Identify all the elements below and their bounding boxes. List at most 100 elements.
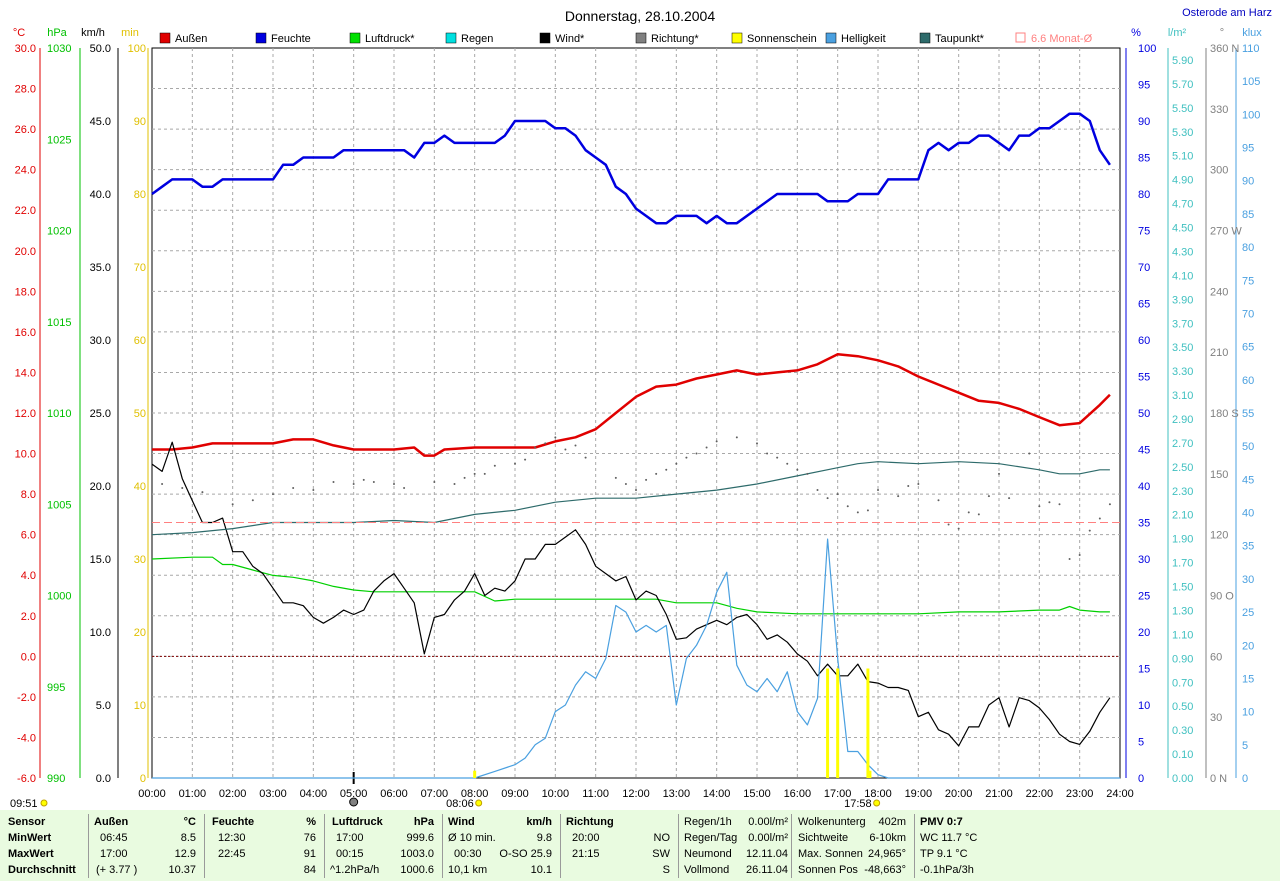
stats-feuchte-min: 76 bbox=[303, 832, 316, 844]
rain-tick-label: 5.30 bbox=[1172, 127, 1193, 139]
wind-direction-dot bbox=[695, 452, 698, 455]
direction-tick-label: 0 N bbox=[1210, 773, 1227, 785]
pct-tick-label: 90 bbox=[1138, 116, 1150, 128]
axis-unit-label: % bbox=[1131, 27, 1141, 39]
rain-tick-label: 1.30 bbox=[1172, 605, 1193, 617]
series-line-feuchte bbox=[151, 112, 1111, 225]
direction-tick-label: 120 bbox=[1210, 530, 1228, 542]
legend-label: 6.6 Monat-Ø bbox=[1031, 33, 1093, 45]
stats-divider bbox=[791, 814, 792, 878]
stats-sensor-header: Sensor bbox=[8, 816, 46, 828]
location-label: Osterode am Harz bbox=[1182, 7, 1272, 19]
temp-tick-label: 4.0 bbox=[21, 570, 36, 582]
time-tick-label: 11:00 bbox=[582, 788, 609, 800]
stats-richtung: Richtung 20:00 NO 21:15 SW S bbox=[564, 810, 676, 881]
stats-aussen-header: Außen bbox=[94, 816, 129, 828]
wind-direction-dot bbox=[685, 456, 688, 459]
hpa-tick-label: 1005 bbox=[47, 499, 71, 511]
rain-tick-label: 2.50 bbox=[1172, 462, 1193, 474]
stats-sicht: Wolkenunterg 402m Sichtweite 6-10km Max.… bbox=[796, 810, 908, 881]
wind-direction-dot bbox=[161, 482, 164, 485]
stats-pmv-value: TP 9.1 °C bbox=[920, 848, 968, 860]
direction-tick-label: 300 bbox=[1210, 165, 1228, 177]
time-tick-label: 13:00 bbox=[663, 788, 691, 800]
stats-richtung-time: 20:00 bbox=[572, 832, 600, 844]
rain-tick-label: 2.10 bbox=[1172, 510, 1193, 522]
stats-wind-header: Wind bbox=[448, 816, 475, 828]
stats-wind-max-time: 00:30 bbox=[454, 848, 482, 860]
stats-feuchte-min-time: 12:30 bbox=[218, 832, 246, 844]
pct-tick-label: 0 bbox=[1138, 773, 1144, 785]
time-tick-label: 24:00 bbox=[1106, 788, 1134, 800]
temp-tick-label: 8.0 bbox=[21, 489, 36, 501]
pct-tick-label: 50 bbox=[1138, 408, 1150, 420]
time-tick-label: 05:00 bbox=[340, 788, 368, 800]
klux-tick-label: 5 bbox=[1242, 740, 1248, 752]
temp-tick-label: 16.0 bbox=[15, 327, 36, 339]
hpa-tick-label: 1010 bbox=[47, 408, 71, 420]
wind-direction-dot bbox=[786, 462, 789, 465]
time-tick-label: 15:00 bbox=[743, 788, 771, 800]
kmh-tick-label: 40.0 bbox=[90, 189, 111, 201]
stats-divider bbox=[914, 814, 915, 878]
kmh-tick-label: 10.0 bbox=[90, 627, 111, 639]
stats-pmv: PMV 0:7 WC 11.7 °C TP 9.1 °C -0.1hPa/3h bbox=[920, 810, 1030, 881]
rain-tick-label: 0.00 bbox=[1172, 773, 1193, 785]
direction-tick-label: 90 O bbox=[1210, 591, 1234, 603]
time-tick-label: 18:00 bbox=[864, 788, 892, 800]
pct-tick-label: 70 bbox=[1138, 262, 1150, 274]
wind-direction-dot bbox=[624, 482, 627, 485]
wind-direction-dot bbox=[372, 480, 375, 483]
axis-unit-label: klux bbox=[1242, 27, 1262, 39]
wind-direction-dot bbox=[665, 468, 668, 471]
time-tick-label: 01:00 bbox=[179, 788, 207, 800]
temp-tick-label: 28.0 bbox=[15, 84, 36, 96]
series-line-helligkeit bbox=[152, 538, 1120, 779]
pct-tick-label: 5 bbox=[1138, 737, 1144, 749]
stats-richtung-dir: SW bbox=[652, 848, 670, 860]
pct-tick-label: 100 bbox=[1138, 43, 1156, 55]
rain-tick-label: 1.50 bbox=[1172, 582, 1193, 594]
stats-sicht-value: 24,965° bbox=[867, 848, 906, 860]
rain-tick-label: 0.90 bbox=[1172, 653, 1193, 665]
series-line-au-en bbox=[152, 352, 1111, 457]
rain-tick-label: 5.10 bbox=[1172, 151, 1193, 163]
wind-direction-dot bbox=[1108, 503, 1111, 506]
direction-tick-label: 240 bbox=[1210, 286, 1228, 298]
rain-tick-label: 5.50 bbox=[1172, 103, 1193, 115]
min-tick-label: 90 bbox=[134, 116, 146, 128]
rain-tick-label: 3.90 bbox=[1172, 294, 1193, 306]
kmh-tick-label: 30.0 bbox=[90, 335, 111, 347]
wind-direction-dot bbox=[856, 511, 859, 514]
series-line-taupunkt bbox=[151, 461, 1110, 536]
time-tick-label: 00:00 bbox=[138, 788, 166, 800]
pct-tick-label: 25 bbox=[1138, 591, 1150, 603]
klux-tick-label: 85 bbox=[1242, 209, 1254, 221]
stats-richtung-dir: S bbox=[662, 864, 670, 876]
hpa-tick-label: 995 bbox=[47, 682, 65, 694]
wind-direction-dot bbox=[1088, 529, 1091, 532]
klux-tick-label: 40 bbox=[1242, 508, 1254, 520]
wind-direction-dot bbox=[463, 476, 466, 479]
stats-luftdruck-unit: hPa bbox=[413, 816, 434, 828]
axis-unit-label: l/m² bbox=[1168, 27, 1187, 39]
rain-tick-label: 4.90 bbox=[1172, 175, 1193, 187]
hpa-tick-label: 1025 bbox=[47, 134, 71, 146]
temp-tick-label: -2.0 bbox=[17, 692, 36, 704]
sunset-icon bbox=[873, 799, 881, 807]
legend-swatch bbox=[825, 32, 837, 44]
wind-direction-dot bbox=[574, 444, 577, 447]
rain-tick-label: 2.30 bbox=[1172, 486, 1193, 498]
kmh-tick-label: 50.0 bbox=[90, 43, 111, 55]
klux-tick-label: 0 bbox=[1242, 773, 1248, 785]
min-tick-label: 50 bbox=[134, 408, 146, 420]
axis-unit-label: min bbox=[121, 27, 139, 39]
wind-direction-dot bbox=[675, 462, 678, 465]
pct-tick-label: 10 bbox=[1138, 700, 1150, 712]
stats-wind-distance: 10,1 km bbox=[448, 864, 488, 876]
stats-sicht-value: 6-10km bbox=[869, 832, 906, 844]
stats-aussen: Außen °C 06:45 8.5 17:00 12.9 (+ 3.77 ) … bbox=[92, 810, 202, 881]
stats-sicht-label: Sonnen Pos bbox=[798, 864, 858, 876]
klux-tick-label: 55 bbox=[1242, 408, 1254, 420]
rain-tick-label: 1.90 bbox=[1172, 534, 1193, 546]
